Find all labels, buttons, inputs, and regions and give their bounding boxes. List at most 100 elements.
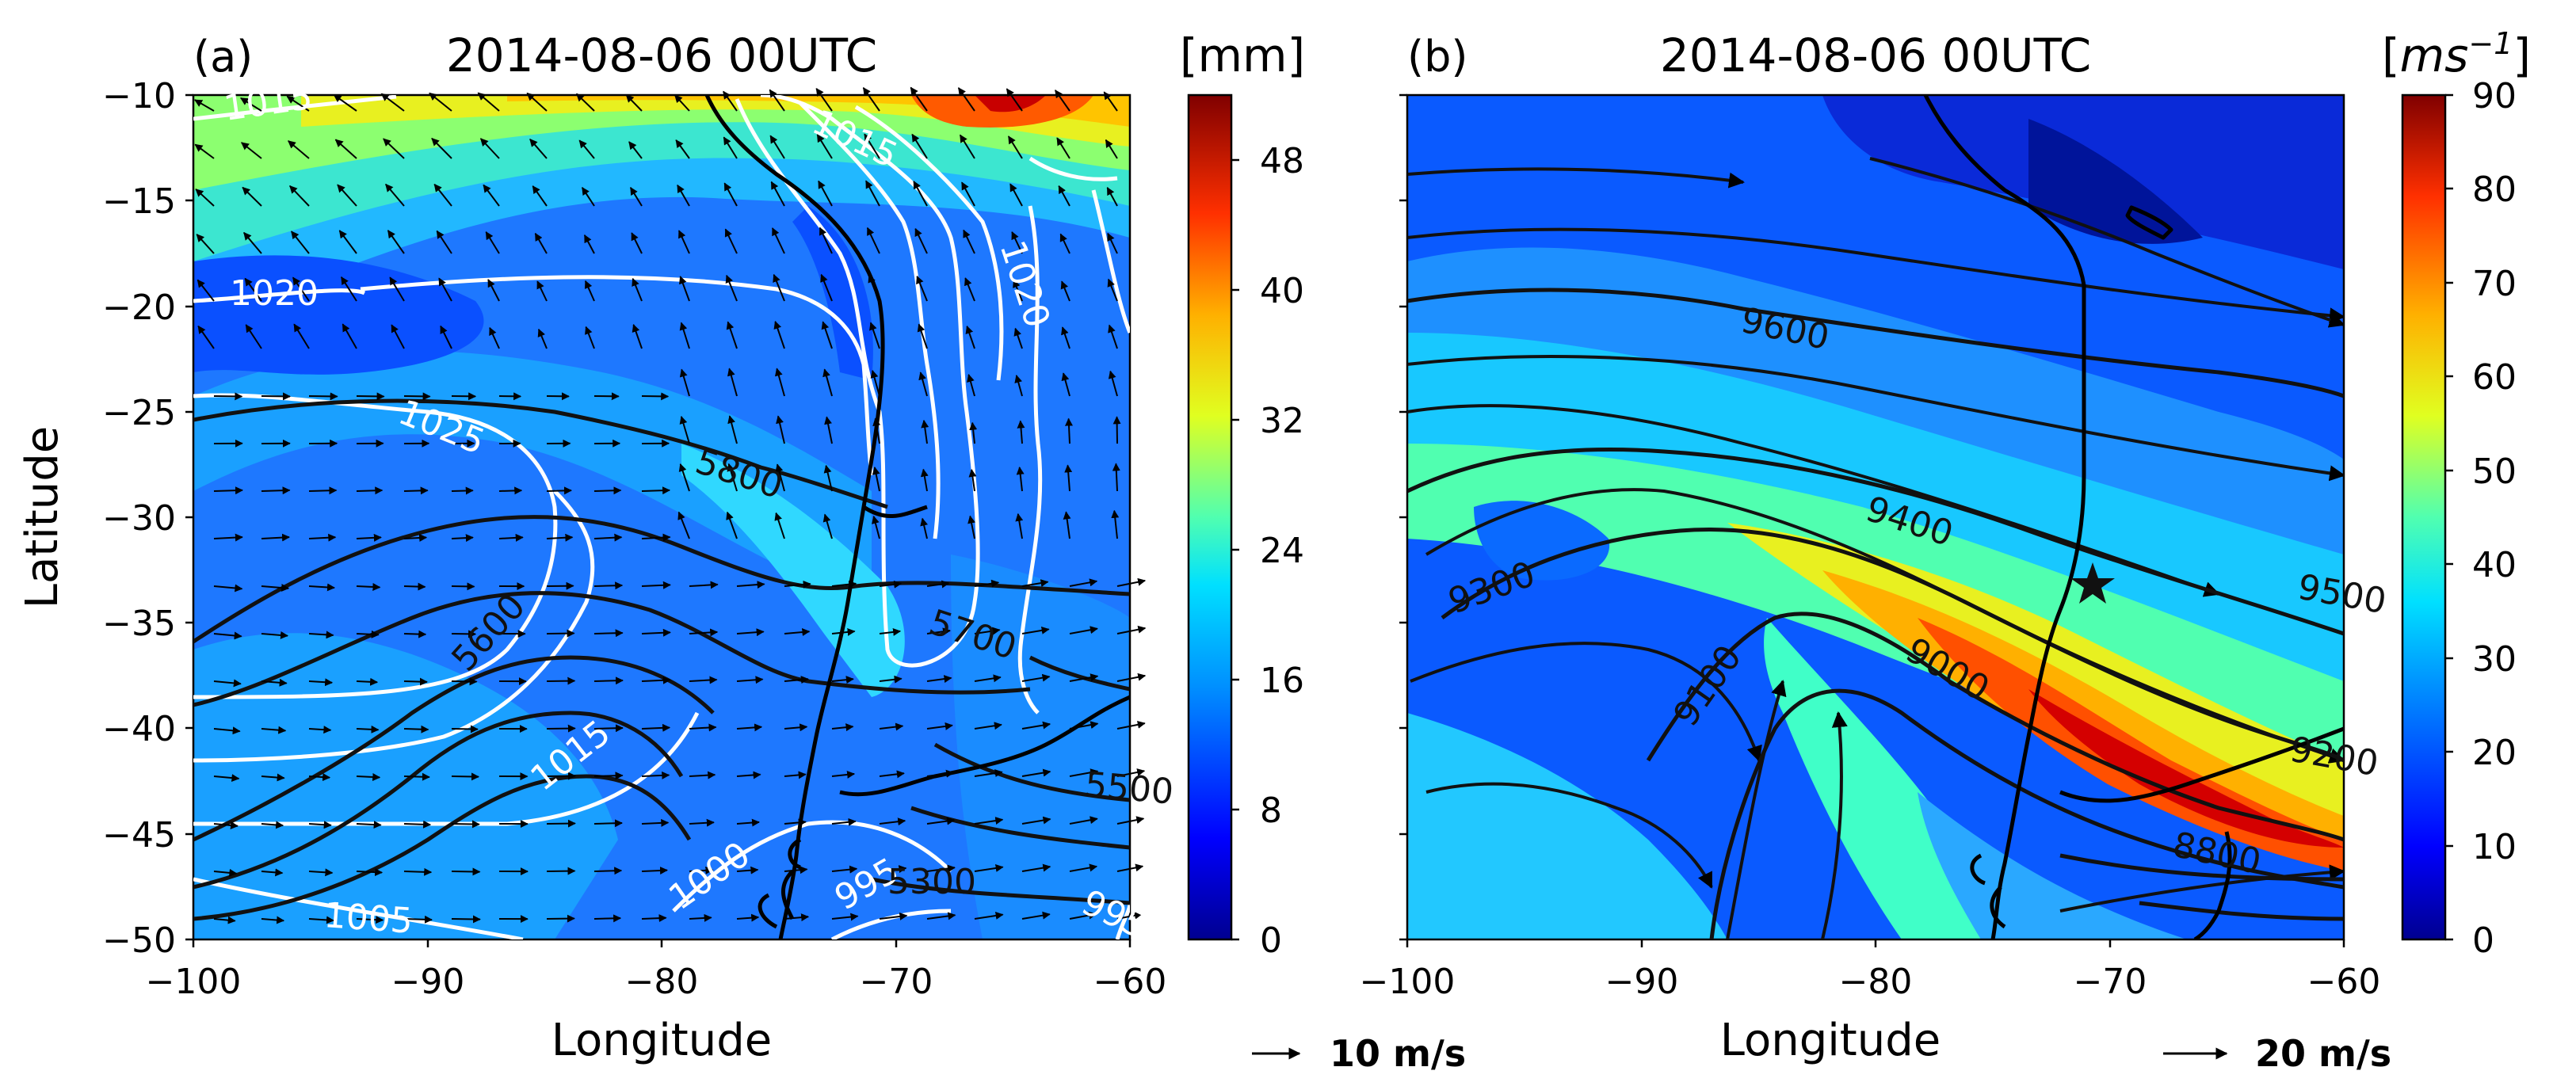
wind-vector bbox=[261, 678, 288, 687]
wind-vector bbox=[451, 772, 479, 781]
wind-vector bbox=[1016, 467, 1025, 492]
wind-vector bbox=[308, 726, 332, 734]
wind-vector bbox=[546, 533, 574, 542]
wind-vector bbox=[641, 486, 671, 495]
wind-vector bbox=[380, 93, 405, 112]
wind-vector bbox=[879, 675, 903, 684]
wind-vector bbox=[1058, 185, 1070, 207]
wind-vector bbox=[641, 723, 671, 732]
x-tick-label: −70 bbox=[860, 962, 933, 1002]
wind-vector bbox=[213, 631, 242, 640]
wind-vector bbox=[197, 325, 215, 349]
wind-vector bbox=[261, 533, 290, 542]
wind-vector bbox=[403, 392, 431, 401]
colorbar-tick-label: 8 bbox=[1260, 791, 1282, 831]
wind-vector bbox=[529, 139, 548, 159]
wind-vector bbox=[675, 139, 690, 159]
wind-vector bbox=[308, 868, 334, 877]
wind-vector bbox=[451, 677, 478, 686]
wind-vector bbox=[308, 773, 331, 782]
wind-vector bbox=[385, 183, 405, 207]
streamline bbox=[1425, 782, 1713, 889]
streamline bbox=[1407, 355, 2344, 482]
wind-vector bbox=[261, 584, 290, 592]
colorbar-tick-label: 40 bbox=[2472, 545, 2517, 585]
x-tick-label: −80 bbox=[1839, 962, 1913, 1002]
wind-vector bbox=[736, 581, 765, 589]
wind-vector bbox=[969, 421, 978, 444]
wind-vector bbox=[914, 227, 928, 254]
wind-vector bbox=[974, 627, 1001, 635]
wind-vector bbox=[641, 771, 670, 779]
wind-vector bbox=[1015, 513, 1024, 539]
wind-vector bbox=[308, 533, 337, 542]
contour-label: 1005 bbox=[322, 895, 414, 942]
wind-vector bbox=[872, 515, 880, 539]
wind-vector bbox=[926, 627, 951, 636]
wind-vector bbox=[678, 463, 690, 492]
wind-vector bbox=[959, 134, 975, 159]
wind-vector bbox=[769, 89, 785, 112]
wind-vector bbox=[879, 913, 908, 920]
wind-vector bbox=[308, 916, 334, 924]
wind-vector bbox=[831, 865, 858, 874]
wind-vector bbox=[403, 820, 432, 829]
y-tick-label: −30 bbox=[102, 498, 176, 539]
colorbar-tick-label: 80 bbox=[2472, 170, 2517, 210]
wind-vector bbox=[308, 583, 335, 592]
wind-vector bbox=[213, 533, 243, 542]
panel-a-field bbox=[193, 95, 1130, 939]
wind-vector bbox=[736, 628, 765, 637]
wind-vector bbox=[546, 772, 576, 780]
panel-a-x-axis-label: Longitude bbox=[551, 1015, 773, 1066]
wind-vector bbox=[338, 230, 357, 254]
wind-vector bbox=[593, 486, 622, 495]
wind-vector bbox=[546, 819, 576, 828]
contour-label: 1020 bbox=[230, 273, 319, 314]
wind-vector bbox=[961, 181, 975, 207]
wind-vector bbox=[879, 817, 906, 826]
streamline bbox=[1726, 680, 1787, 939]
panel-b-colorbar: [ms−1] 0 10 20 30 40 50 60 70 80 90 bbox=[2382, 26, 2531, 961]
wind-vector bbox=[1111, 509, 1120, 539]
wind-vector bbox=[918, 372, 928, 397]
wind-vector bbox=[869, 322, 880, 349]
colorbar-tick-label: 40 bbox=[1260, 271, 1304, 311]
wind-vector bbox=[578, 139, 595, 159]
colorbar-tick-label: 16 bbox=[1260, 661, 1304, 701]
wind-vector bbox=[1021, 673, 1051, 682]
colorbar-tick-label: 70 bbox=[2472, 264, 2517, 304]
wind-vector bbox=[815, 87, 833, 112]
wind-vector bbox=[593, 914, 622, 923]
wind-vector bbox=[261, 773, 285, 782]
wind-vector bbox=[403, 915, 433, 924]
wind-vector bbox=[831, 770, 856, 779]
wind-vector bbox=[261, 631, 288, 639]
wind-vector bbox=[308, 821, 332, 829]
wind-vector bbox=[1021, 721, 1051, 730]
wind-vector bbox=[689, 581, 719, 589]
wind-vector bbox=[438, 277, 452, 302]
x-tick-label: −100 bbox=[146, 962, 242, 1002]
wind-vector bbox=[625, 94, 643, 112]
wind-vector bbox=[213, 821, 239, 829]
colorbar-tick-label: 50 bbox=[2472, 452, 2517, 492]
wind-vector bbox=[403, 486, 429, 495]
wind-vector bbox=[242, 186, 262, 207]
wind-vector bbox=[1103, 91, 1118, 112]
wind-vector bbox=[403, 533, 428, 542]
wind-vector bbox=[641, 914, 667, 923]
wind-vector bbox=[1013, 279, 1023, 302]
panel-a-label: (a) bbox=[193, 32, 253, 82]
panel-a-wind-vectors bbox=[194, 86, 1147, 924]
wind-vector bbox=[451, 867, 481, 876]
wind-vector bbox=[641, 533, 671, 542]
wind-vector bbox=[1116, 673, 1147, 682]
wind-vector bbox=[725, 274, 738, 302]
wind-vector bbox=[1006, 88, 1023, 112]
wind-vector bbox=[862, 86, 880, 112]
wind-vector bbox=[1069, 816, 1098, 825]
panel-b: 9600 9400 9300 9100 9000 9500 9200 8800 … bbox=[1360, 26, 2531, 1075]
y-tick-label: −15 bbox=[102, 181, 176, 222]
panel-a-x-ticks: −100 −90 −80 −70 −60 bbox=[146, 939, 1166, 1002]
